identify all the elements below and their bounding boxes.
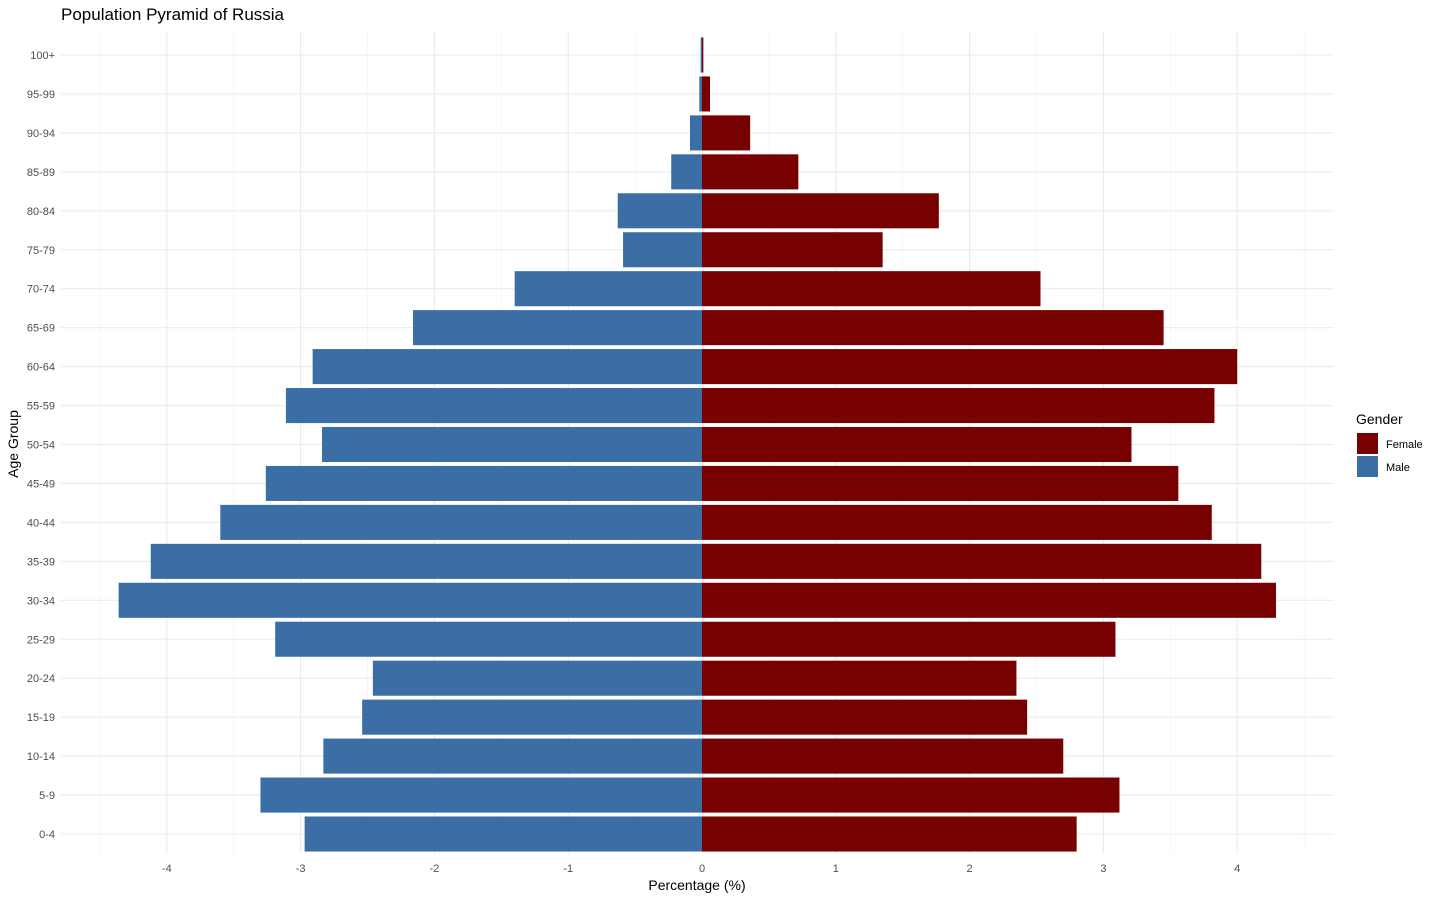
bar-male-35-39 — [150, 543, 703, 579]
bar-male-90-94 — [689, 115, 702, 151]
bar-male-20-24 — [372, 660, 702, 696]
bar-male-45-49 — [265, 465, 702, 501]
bar-female-0-4 — [702, 816, 1077, 852]
bar-male-5-9 — [260, 777, 702, 813]
y-tick-label: 50-54 — [27, 440, 55, 452]
bar-male-55-59 — [285, 388, 702, 424]
bar-male-70-74 — [514, 271, 702, 307]
bar-male-75-79 — [623, 232, 702, 268]
y-tick-label: 75-79 — [27, 245, 55, 257]
bar-female-90-94 — [702, 115, 751, 151]
legend-label-female: Female — [1386, 439, 1423, 451]
legend-key-female — [1357, 433, 1378, 454]
x-tick-label: 0 — [699, 863, 705, 875]
y-tick-label: 15-19 — [27, 712, 55, 724]
bar-female-60-64 — [702, 349, 1238, 385]
bar-female-45-49 — [702, 465, 1179, 501]
y-tick-label: 85-89 — [27, 167, 55, 179]
bar-female-10-14 — [702, 738, 1064, 774]
bar-male-50-54 — [322, 426, 702, 463]
bar-male-95-99 — [699, 76, 702, 112]
bar-female-75-79 — [702, 232, 883, 268]
bar-male-85-89 — [671, 154, 702, 190]
x-tick-label: 4 — [1234, 863, 1240, 875]
bar-male-100+ — [700, 37, 702, 73]
bar-female-20-24 — [702, 660, 1017, 696]
bar-male-0-4 — [304, 816, 702, 852]
bar-male-65-69 — [412, 310, 702, 346]
bar-female-85-89 — [702, 154, 799, 190]
y-tick-label: 25-29 — [27, 634, 55, 646]
bar-male-40-44 — [220, 504, 702, 540]
bar-female-30-34 — [702, 582, 1276, 618]
y-tick-label: 70-74 — [27, 284, 55, 296]
y-tick-label: 0-4 — [39, 829, 55, 841]
bar-female-35-39 — [702, 543, 1262, 579]
y-tick-label: 10-14 — [27, 751, 55, 763]
bar-female-50-54 — [702, 426, 1132, 463]
legend: Gender Female Male — [1356, 411, 1423, 477]
x-tick-label: 1 — [833, 863, 839, 875]
bar-male-30-34 — [118, 582, 702, 618]
bar-female-55-59 — [702, 388, 1215, 424]
y-tick-label: 45-49 — [27, 478, 55, 490]
x-tick-label: -4 — [162, 863, 172, 875]
legend-key-male — [1357, 456, 1378, 477]
y-tick-label: 100+ — [30, 50, 55, 62]
y-axis-title: Age Group — [5, 410, 21, 478]
y-tick-label: 95-99 — [27, 89, 55, 101]
y-tick-label: 80-84 — [27, 206, 55, 218]
bar-male-10-14 — [323, 738, 702, 774]
bar-female-65-69 — [702, 310, 1164, 346]
y-tick-label: 5-9 — [39, 790, 55, 802]
x-tick-label: -1 — [563, 863, 573, 875]
y-tick-labels: 0-4 5-9 10-14 15-19 20-24 25-29 30-34 35-39 40-4… — [27, 50, 55, 841]
bar-female-40-44 — [702, 504, 1212, 540]
bar-female-25-29 — [702, 621, 1116, 657]
x-tick-label: 2 — [967, 863, 973, 875]
bar-male-80-84 — [617, 193, 702, 229]
y-tick-label: 35-39 — [27, 556, 55, 568]
legend-label-male: Male — [1386, 462, 1410, 474]
bar-female-70-74 — [702, 271, 1041, 307]
x-tick-label: 3 — [1100, 863, 1106, 875]
y-tick-label: 65-69 — [27, 323, 55, 335]
y-tick-label: 90-94 — [27, 128, 55, 140]
bar-female-95-99 — [702, 76, 711, 112]
legend-title: Gender — [1356, 411, 1403, 427]
bars-layer — [118, 37, 1276, 852]
x-tick-labels: -4 -3 -2 -1 0 1 2 3 4 — [162, 863, 1240, 875]
bar-female-80-84 — [702, 193, 939, 229]
bar-male-60-64 — [312, 349, 702, 385]
bar-female-100+ — [702, 37, 704, 73]
bar-female-15-19 — [702, 699, 1028, 735]
y-tick-label: 40-44 — [27, 517, 55, 529]
chart-title: Population Pyramid of Russia — [61, 5, 285, 24]
y-tick-label: 20-24 — [27, 673, 55, 685]
bar-male-15-19 — [362, 699, 702, 735]
bar-male-25-29 — [275, 621, 702, 657]
bar-female-5-9 — [702, 777, 1120, 813]
x-tick-label: -2 — [430, 863, 440, 875]
y-tick-label: 55-59 — [27, 401, 55, 413]
x-axis-title: Percentage (%) — [648, 877, 745, 893]
y-tick-label: 60-64 — [27, 362, 55, 374]
x-tick-label: -3 — [296, 863, 306, 875]
y-tick-label: 30-34 — [27, 595, 55, 607]
